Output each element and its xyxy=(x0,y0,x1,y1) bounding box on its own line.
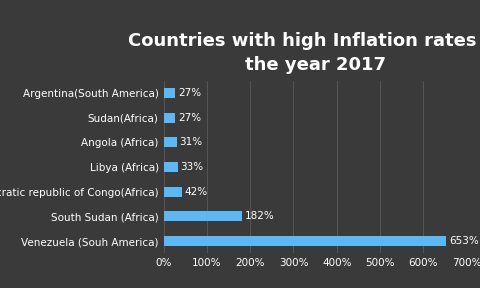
Text: 27%: 27% xyxy=(178,113,201,123)
Title: Countries with high Inflation rates in
the year 2017: Countries with high Inflation rates in t… xyxy=(128,32,480,73)
Bar xyxy=(163,137,177,147)
Text: 27%: 27% xyxy=(178,88,201,98)
Bar xyxy=(163,187,181,197)
Text: 653%: 653% xyxy=(448,236,478,246)
Bar xyxy=(163,162,178,172)
Bar xyxy=(163,236,445,246)
Bar xyxy=(163,113,175,123)
Bar xyxy=(163,211,242,221)
Text: 33%: 33% xyxy=(180,162,203,172)
Text: 42%: 42% xyxy=(184,187,207,197)
Bar xyxy=(163,88,175,98)
Text: 182%: 182% xyxy=(244,211,274,221)
Text: 31%: 31% xyxy=(179,137,202,147)
